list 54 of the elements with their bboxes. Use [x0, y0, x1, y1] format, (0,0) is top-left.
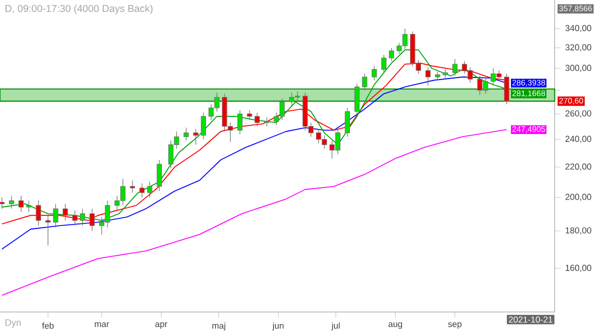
candlestick	[200, 112, 206, 140]
candlestick	[344, 108, 350, 138]
data-label: 286,3938	[512, 80, 546, 86]
candlestick	[425, 66, 431, 86]
candlestick	[254, 112, 260, 127]
chart-title: D, 09:00-17:30 (4000 Days Back)	[6, 4, 152, 14]
candlestick	[388, 48, 394, 62]
text: 2021-10-21	[508, 316, 552, 323]
x-tick-label: aug	[388, 322, 402, 329]
candlestick	[53, 203, 58, 228]
candlestick	[184, 127, 189, 142]
candlestick	[372, 66, 377, 81]
candlestick	[8, 195, 14, 210]
candlestick	[193, 128, 198, 146]
candlestick	[18, 195, 24, 212]
x-tick-label: sep	[448, 322, 462, 329]
x-tick-label: maj	[212, 322, 226, 330]
x-tick-label: feb	[42, 322, 54, 329]
text: 270,60	[559, 98, 584, 104]
y-tick-label: 320,00	[565, 44, 592, 52]
candlestick	[362, 73, 368, 91]
candlestick	[80, 208, 86, 226]
candlestick	[452, 58, 458, 76]
y-tick-label: 160,00	[566, 264, 592, 272]
y-tick-label: 340,00	[565, 25, 592, 32]
y-tick-label: 220,00	[566, 163, 592, 171]
candlestick	[139, 183, 145, 198]
y-tick-label: 180,00	[566, 227, 592, 234]
y-tick-label: 300,00	[565, 64, 592, 72]
x-tick-label: jul	[331, 322, 340, 330]
x-tick-label: mar	[94, 322, 110, 328]
text: Dyn	[6, 319, 21, 328]
candlestick	[62, 203, 68, 221]
candlestick	[130, 180, 136, 193]
candlestick	[156, 160, 162, 192]
candlestick	[72, 210, 78, 226]
data-label: 247,4905	[512, 126, 546, 133]
candlestick	[0, 197, 5, 210]
data-label: 281,1668	[512, 90, 546, 98]
candlestick	[237, 110, 242, 134]
y-tick-label: 200,00	[566, 194, 592, 201]
candlestick	[246, 110, 252, 120]
candlestick	[381, 54, 386, 73]
y-tick-label: 260,00	[566, 110, 592, 118]
x-tick-label: apr	[155, 322, 168, 329]
y-tick-label: 240,00	[566, 136, 592, 143]
candlestick	[26, 200, 32, 212]
candlestick	[147, 182, 152, 198]
x-tick-label: jun	[272, 322, 284, 330]
line-series	[1, 129, 508, 296]
text: 357,8566	[559, 6, 592, 12]
candlestick	[45, 215, 51, 246]
candlestick	[90, 208, 95, 232]
candlestick	[36, 200, 41, 226]
